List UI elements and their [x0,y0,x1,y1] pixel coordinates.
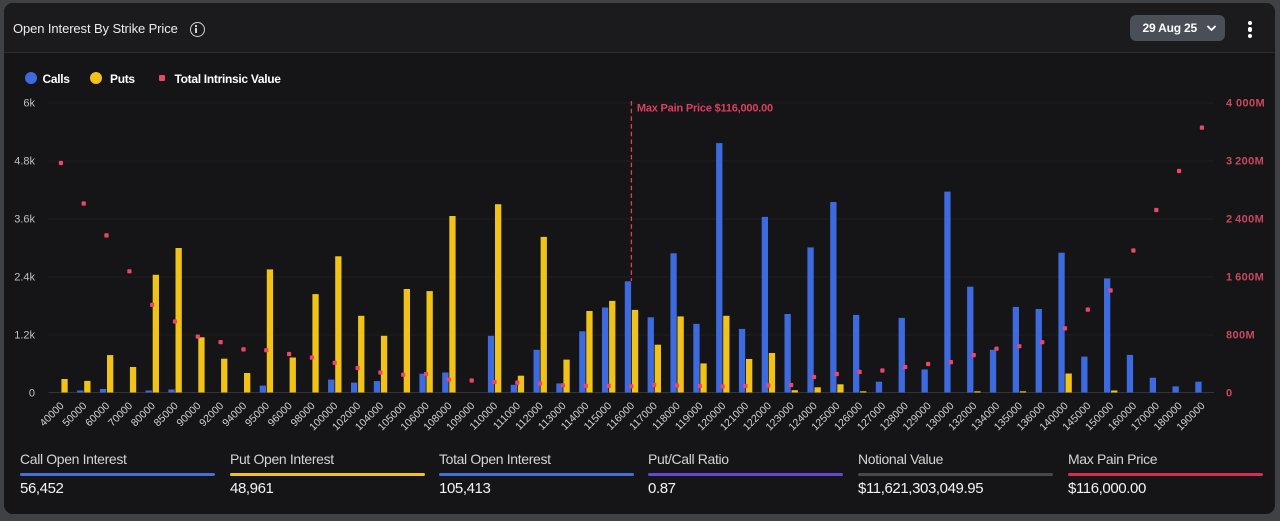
svg-text:92000: 92000 [197,400,226,429]
svg-text:60000: 60000 [83,400,112,429]
svg-text:1 600M: 1 600M [1226,272,1264,284]
svg-text:2 400M: 2 400M [1226,214,1264,226]
svg-text:50000: 50000 [60,400,89,429]
svg-text:4.8k: 4.8k [14,156,35,168]
svg-text:6k: 6k [23,98,35,110]
svg-text:2.4k: 2.4k [14,272,35,284]
svg-text:95000: 95000 [243,400,272,429]
svg-text:4 000M: 4 000M [1226,98,1265,110]
svg-text:Max Pain Price $116,000.00: Max Pain Price $116,000.00 [637,103,773,115]
svg-text:800M: 800M [1226,330,1255,342]
svg-text:80000: 80000 [129,400,158,429]
svg-text:90000: 90000 [174,400,203,429]
svg-text:0: 0 [1226,388,1233,400]
svg-text:96000: 96000 [266,400,295,429]
svg-text:1.2k: 1.2k [14,330,35,342]
svg-text:0: 0 [29,388,35,400]
svg-text:3 200M: 3 200M [1226,156,1264,168]
svg-text:85000: 85000 [152,400,181,429]
svg-text:70000: 70000 [106,400,135,429]
svg-text:3.6k: 3.6k [14,214,35,226]
svg-text:94000: 94000 [220,400,249,429]
svg-text:40000: 40000 [37,400,66,429]
